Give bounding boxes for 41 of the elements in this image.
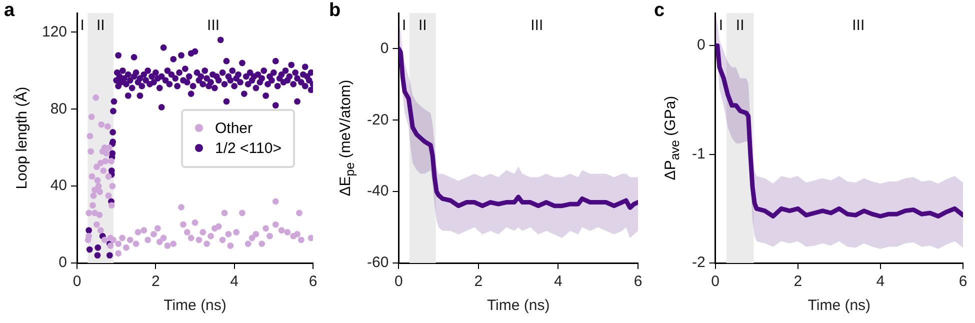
x-tick-label: 0 bbox=[394, 273, 403, 290]
annotation: I bbox=[402, 17, 406, 34]
y-axis-title: Loop length (Å) bbox=[14, 86, 30, 190]
x-tick-label: 4 bbox=[554, 273, 562, 290]
legend-label: 1/2 <110> bbox=[215, 140, 282, 156]
x-axis-title: Time (ns) bbox=[808, 297, 871, 314]
x-tick-label: 4 bbox=[876, 273, 885, 290]
y-tick-label: 0 bbox=[696, 36, 706, 54]
annotation: III bbox=[530, 17, 544, 34]
band-label: II bbox=[96, 17, 105, 34]
y-tick-label: -40 bbox=[366, 182, 389, 200]
y-tick-label: -60 bbox=[366, 254, 389, 272]
chart-title: a bbox=[4, 0, 15, 22]
y-tick-label: 120 bbox=[42, 23, 68, 40]
band-label: II bbox=[418, 17, 427, 34]
x-tick-label: 4 bbox=[230, 273, 239, 290]
annotation: I bbox=[718, 17, 723, 34]
y-tick-label: 80 bbox=[50, 100, 68, 118]
x-tick-label: 2 bbox=[152, 273, 160, 290]
legend-label: Other bbox=[215, 120, 253, 136]
x-tick-label: 2 bbox=[474, 273, 483, 290]
y-tick-label: 40 bbox=[50, 177, 68, 194]
y-tick-label: -20 bbox=[366, 111, 389, 128]
annotation: I bbox=[80, 17, 84, 34]
annotation: III bbox=[207, 17, 220, 34]
chart-title: c bbox=[654, 0, 665, 22]
y-tick-label: 0 bbox=[58, 254, 68, 272]
x-axis-title: Time (ns) bbox=[164, 297, 226, 314]
x-axis-title: Time (ns) bbox=[486, 297, 550, 314]
x-tick-label: 6 bbox=[308, 273, 318, 290]
y-tick-label: -2 bbox=[692, 254, 706, 272]
x-tick-label: 6 bbox=[958, 273, 968, 290]
chart-title: b bbox=[329, 0, 341, 22]
x-tick-label: 0 bbox=[72, 273, 82, 290]
x-tick-label: 2 bbox=[794, 273, 802, 290]
x-tick-label: 0 bbox=[711, 273, 720, 290]
band-label: II bbox=[736, 17, 744, 34]
y-tick-label: -1 bbox=[692, 145, 706, 162]
annotation: III bbox=[852, 17, 865, 34]
y-tick-label: 0 bbox=[380, 40, 389, 57]
x-tick-label: 6 bbox=[634, 273, 642, 290]
